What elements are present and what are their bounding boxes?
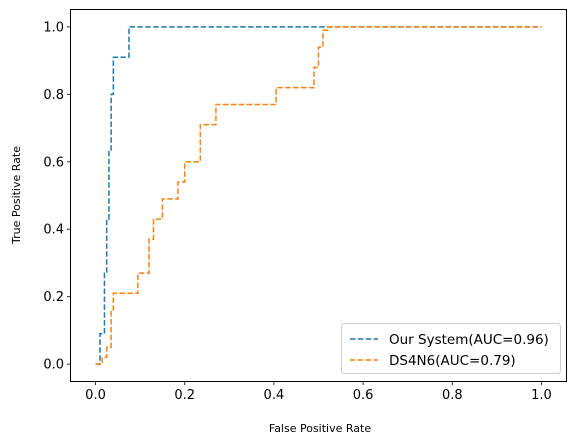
x-axis-ticks: 0.0 0.2 0.4 0.6 0.8 1.0 — [85, 381, 552, 403]
y-tick-label: 0.0 — [43, 358, 64, 373]
y-axis-label: True Positive Rate — [10, 146, 23, 245]
legend-label-ds4n6: DS4N6(AUC=0.79) — [389, 353, 516, 369]
y-tick-label: 0.2 — [43, 290, 64, 305]
legend-frame — [341, 323, 561, 374]
y-axis-ticks: 0.0 0.2 0.4 0.6 0.8 1.0 — [43, 20, 71, 373]
y-tick-label: 0.8 — [43, 88, 64, 103]
y-tick-label: 0.6 — [43, 155, 64, 170]
series-line-1 — [95, 26, 542, 365]
x-tick-label: 0.2 — [174, 388, 195, 403]
y-tick-label: 1.0 — [43, 20, 64, 35]
x-tick-label: 0.6 — [353, 388, 374, 403]
x-tick-label: 1.0 — [531, 388, 552, 403]
plot-frame — [70, 9, 567, 382]
legend-label-our-system: Our System(AUC=0.96) — [389, 332, 549, 348]
x-tick-label: 0.0 — [85, 388, 106, 403]
y-tick-label: 0.4 — [43, 223, 64, 238]
x-tick-label: 0.4 — [264, 388, 285, 403]
x-tick-label: 0.8 — [442, 388, 463, 403]
series-line-0 — [95, 26, 542, 365]
x-axis-label: False Positive Rate — [269, 422, 371, 435]
series-layer — [95, 26, 542, 365]
legend: Our System(AUC=0.96) DS4N6(AUC=0.79) — [341, 323, 561, 374]
